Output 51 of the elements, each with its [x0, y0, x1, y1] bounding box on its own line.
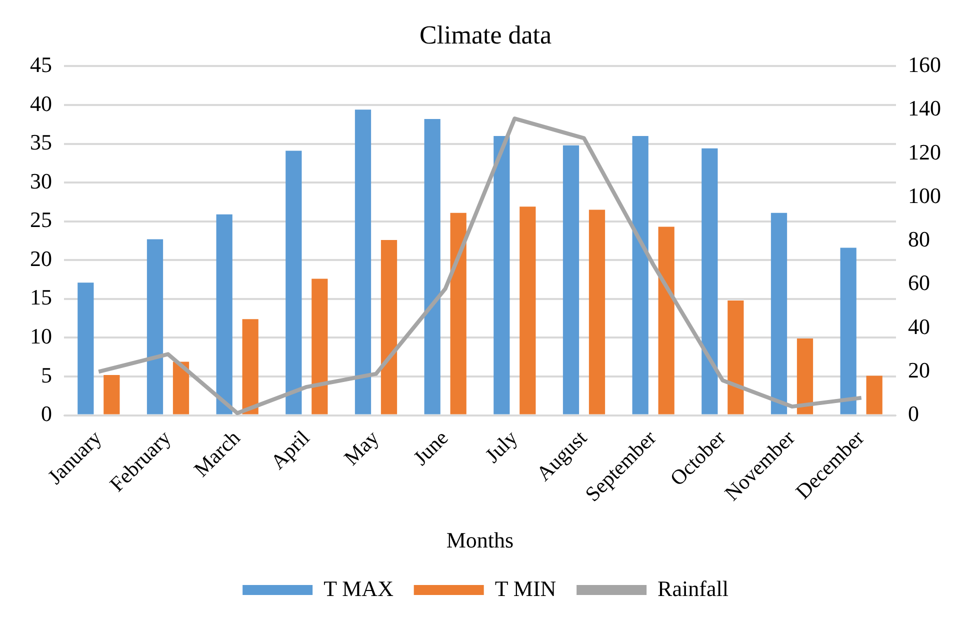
y2-tick-label: 120: [908, 139, 941, 164]
bar: [78, 282, 94, 414]
y2-tick-label: 140: [908, 96, 941, 121]
x-tick-label: June: [408, 426, 453, 470]
y-tick-label: 0: [41, 401, 52, 426]
bar: [146, 239, 164, 414]
y-tick-label: 20: [30, 246, 52, 271]
bar: [286, 150, 302, 414]
y2-tick-label: 40: [908, 314, 930, 339]
legend-label: T MAX: [324, 576, 394, 601]
x-tick-label: July: [480, 425, 522, 468]
bar: [562, 145, 580, 414]
bar: [354, 110, 372, 414]
bar: [866, 376, 882, 414]
x-tick-label: May: [339, 425, 384, 470]
y-tick-label: 5: [41, 362, 52, 388]
bar: [216, 214, 232, 414]
y2-tick-label: 0: [908, 401, 919, 426]
bar: [728, 300, 744, 414]
bar: [312, 278, 328, 414]
bar: [520, 206, 536, 414]
bar: [770, 212, 788, 414]
y2-tick-label: 60: [908, 270, 930, 296]
y-tick-label: 10: [30, 323, 52, 348]
bar: [588, 210, 606, 414]
x-axis-title: Months: [446, 528, 514, 553]
y2-tick-label: 160: [908, 52, 941, 77]
bar: [450, 212, 466, 414]
y2-tick-label: 100: [908, 182, 941, 208]
bar: [658, 226, 674, 414]
bar: [840, 248, 856, 414]
y2-tick-label: 20: [908, 357, 930, 382]
chart-title: Climate data: [419, 20, 552, 50]
y-tick-label: 25: [30, 207, 52, 232]
bar: [702, 148, 718, 414]
bar: [172, 362, 190, 414]
legend-label: T MIN: [494, 576, 556, 601]
y2-tick-label: 80: [908, 226, 930, 252]
y-tick-label: 30: [30, 168, 52, 194]
bar: [104, 374, 120, 414]
bar: [632, 136, 648, 414]
bar: [494, 136, 510, 414]
bar: [242, 319, 258, 414]
y-tick-label: 45: [30, 52, 52, 77]
y-tick-label: 15: [30, 284, 52, 310]
legend-label: Rainfall: [658, 576, 728, 601]
y-tick-label: 35: [30, 130, 52, 155]
bar: [796, 338, 814, 414]
bar: [424, 118, 440, 414]
y-tick-label: 40: [30, 90, 52, 116]
bar: [380, 240, 398, 414]
